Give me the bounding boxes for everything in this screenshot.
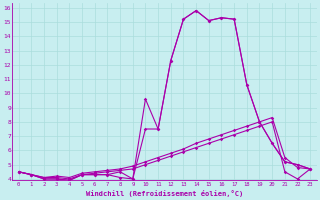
X-axis label: Windchill (Refroidissement éolien,°C): Windchill (Refroidissement éolien,°C) — [86, 190, 243, 197]
